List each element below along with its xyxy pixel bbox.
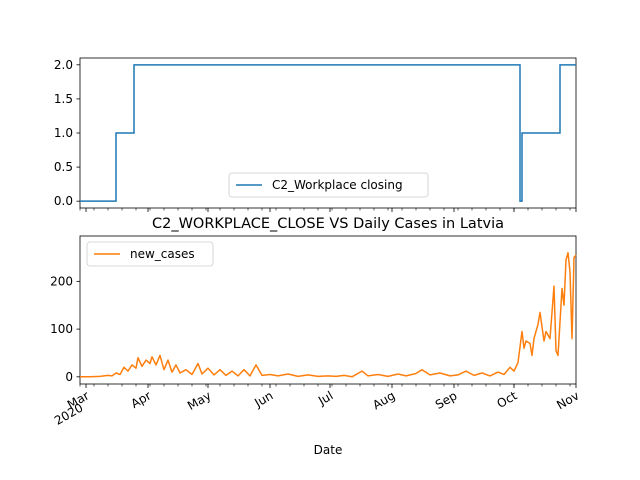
- y-tick-label: 0.5: [54, 160, 73, 174]
- bottom-legend-label: new_cases: [130, 247, 195, 261]
- y-tick-label: 1.5: [54, 92, 73, 106]
- bottom-chart-y-ticks: 0 100 200: [50, 274, 80, 384]
- y-tick-label: 0.0: [54, 194, 73, 208]
- x-tick-label: Jun: [251, 388, 275, 410]
- y-tick-label: 0: [65, 370, 73, 384]
- x-tick-label: May: [185, 388, 213, 413]
- top-legend-box: [228, 172, 429, 198]
- top-legend-label: C2_Workplace closing: [272, 178, 403, 192]
- y-tick-label: 1.0: [54, 126, 73, 140]
- bottom-chart: C2_WORKPLACE_CLOSE VS Daily Cases in Lat…: [50, 216, 581, 457]
- top-chart-y-ticks: 0.0 0.5 1.0 1.5 2.0: [54, 58, 80, 208]
- y-tick-label: 200: [50, 274, 73, 288]
- x-tick-label: Apr: [129, 388, 154, 411]
- chart-title: C2_WORKPLACE_CLOSE VS Daily Cases in Lat…: [152, 216, 504, 232]
- x-tick-label: Aug: [370, 388, 397, 412]
- series-line-new-cases: [80, 251, 577, 378]
- bottom-legend: new_cases: [86, 241, 214, 267]
- top-chart-x-ticks: [79, 208, 577, 212]
- top-chart: 0.0 0.5 1.0 1.5 2.0 C2_Workplace closing: [54, 57, 577, 212]
- series-line-workplace-closing: [80, 64, 576, 202]
- x-tick-label: Oct: [495, 388, 520, 411]
- x-tick-label: Sep: [433, 388, 460, 411]
- x-tick-label: Jul: [315, 388, 335, 408]
- y-tick-label: 100: [50, 322, 73, 336]
- y-tick-label: 2.0: [54, 58, 73, 72]
- x-tick-label: Nov: [554, 388, 581, 412]
- top-legend: C2_Workplace closing: [228, 172, 429, 198]
- x-axis-label: Date: [314, 443, 343, 457]
- bottom-chart-frame: [79, 235, 577, 385]
- bottom-legend-box: [86, 241, 214, 267]
